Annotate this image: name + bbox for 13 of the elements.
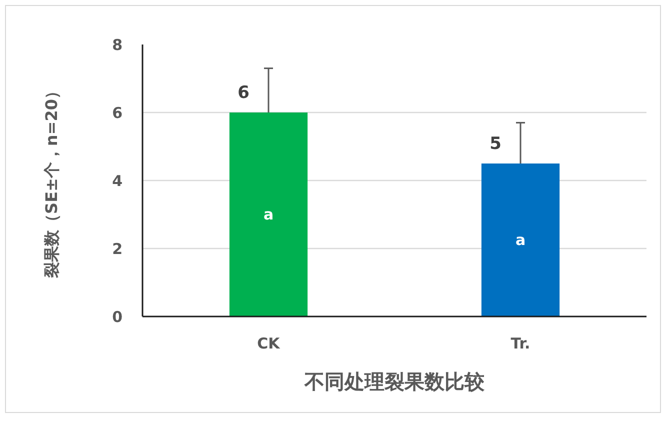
annotation: a [515,231,526,249]
y-tick-label: 4 [112,172,122,190]
y-tick-label: 8 [112,36,122,54]
y-tick-label: 2 [112,240,122,258]
x-axis-title: 不同处理裂果数比较 [304,370,486,394]
x-tick-label: CK [257,334,282,352]
y-tick-label: 6 [112,104,122,122]
annotation: a [263,206,274,224]
x-tick-label: Tr. [510,334,530,352]
y-tick-label: 0 [112,308,122,326]
data-label: 5 [490,134,502,154]
y-axis-title: 裂果数（SE±个，n=20） [42,83,62,279]
data-label: 6 [238,83,250,103]
